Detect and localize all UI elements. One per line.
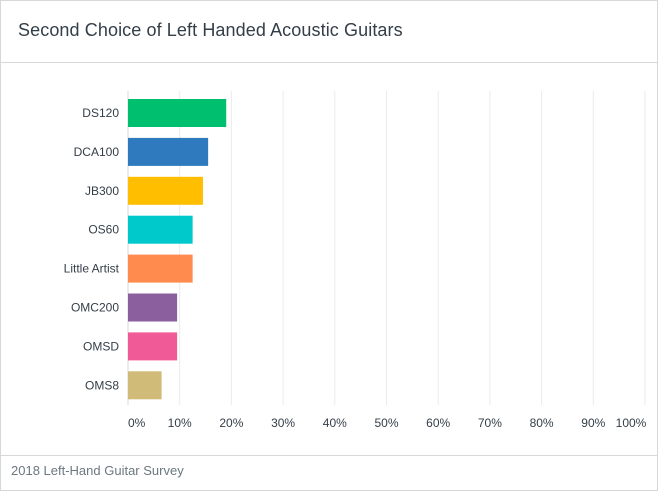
bar xyxy=(128,176,203,205)
x-tick-label: 10% xyxy=(168,416,192,430)
x-tick-label: 80% xyxy=(530,416,554,430)
x-tick-label: 30% xyxy=(271,416,295,430)
bar xyxy=(128,371,162,400)
chart-title: Second Choice of Left Handed Acoustic Gu… xyxy=(18,20,403,40)
x-tick-labels: 0% 10% 20% 30% 40% 50% 60% 70% 80% 90% 100% xyxy=(128,416,647,430)
category-label: JB300 xyxy=(85,184,119,198)
bar xyxy=(128,215,193,244)
title-divider xyxy=(1,62,657,63)
bar xyxy=(128,137,209,166)
x-tick-label: 20% xyxy=(219,416,243,430)
x-tick-label: 50% xyxy=(374,416,398,430)
bar xyxy=(128,254,193,283)
category-label: OMC200 xyxy=(71,301,119,315)
x-tick-label: 90% xyxy=(581,416,605,430)
footer-divider xyxy=(1,455,657,456)
category-label: OMS8 xyxy=(85,378,119,392)
category-label: OMSD xyxy=(83,339,119,353)
bars xyxy=(128,99,227,400)
category-label: Little Artist xyxy=(64,262,120,276)
x-tick-label: 60% xyxy=(426,416,450,430)
category-labels: DS120 DCA100 JB300 OS60 Little Artist OMC200 O… xyxy=(64,106,120,392)
x-tick-label: 0% xyxy=(128,416,146,430)
category-label: DS120 xyxy=(82,106,119,120)
x-tick-label: 100% xyxy=(616,416,647,430)
category-label: OS60 xyxy=(88,223,119,237)
bar xyxy=(128,332,178,361)
bar xyxy=(128,293,178,322)
x-tick-label: 70% xyxy=(478,416,502,430)
bar-chart: DS120 DCA100 JB300 OS60 Little Artist OMC200 O… xyxy=(64,91,647,430)
chart-footer: 2018 Left-Hand Guitar Survey xyxy=(11,463,184,478)
x-tick-label: 40% xyxy=(323,416,347,430)
category-label: DCA100 xyxy=(74,145,120,159)
bar xyxy=(128,99,227,127)
